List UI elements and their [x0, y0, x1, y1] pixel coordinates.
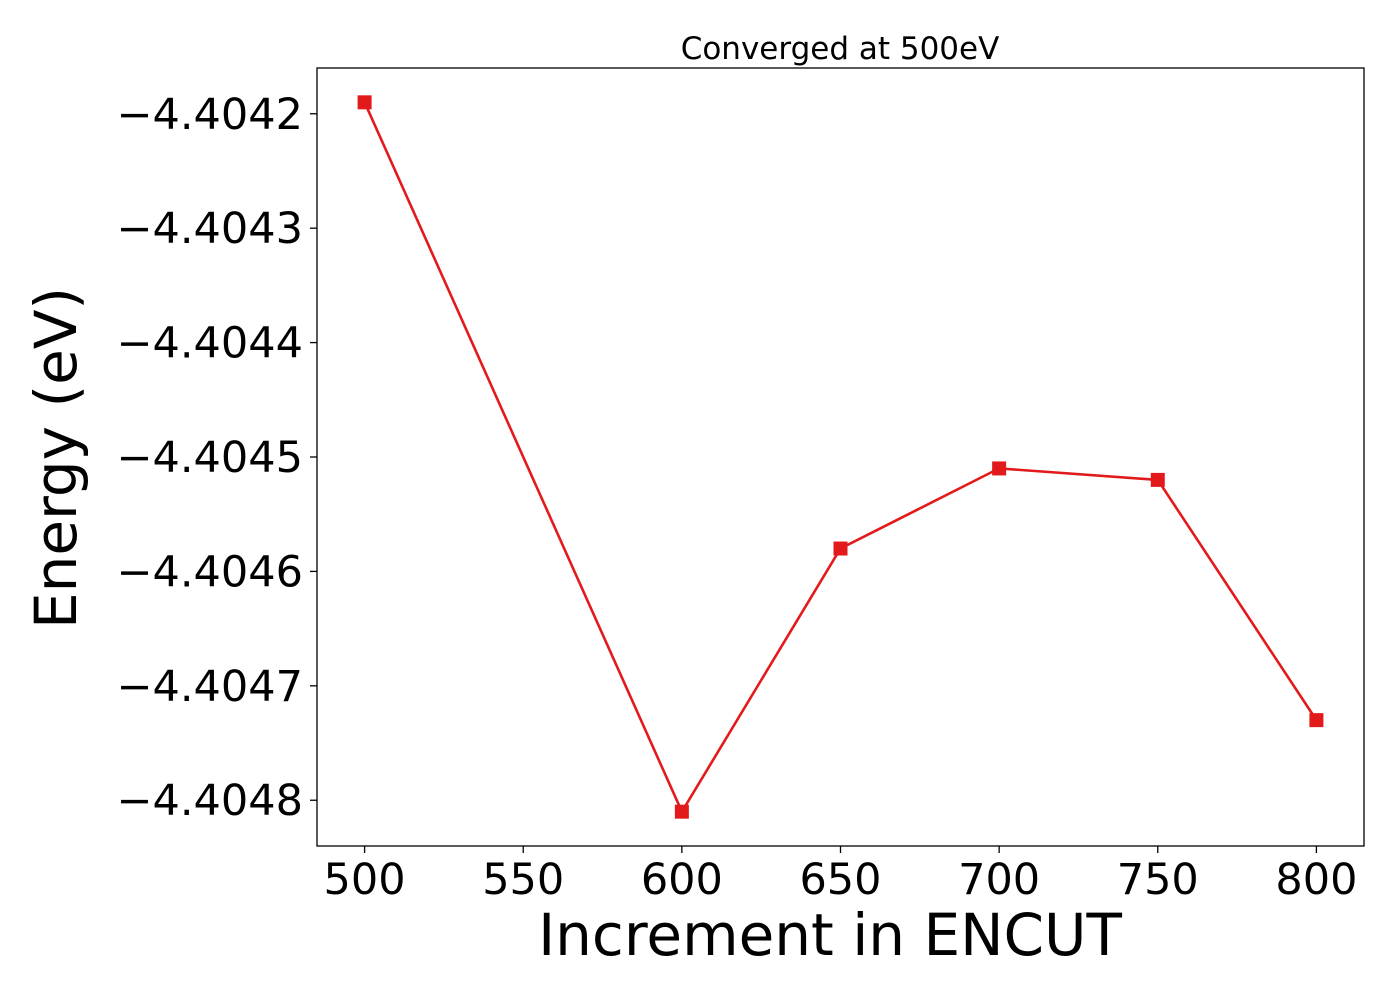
y-tick-label: −4.4048	[117, 776, 304, 826]
x-axis: 500 550 600 650 700 750 800	[324, 846, 1357, 905]
x-axis-label: Increment in ENCUT	[538, 901, 1122, 969]
series-line	[363, 101, 1318, 815]
data-point-marker	[357, 95, 372, 110]
series-layer	[357, 95, 1324, 819]
data-point-marker	[1150, 472, 1165, 487]
y-tick-label: −4.4044	[117, 319, 304, 369]
y-tick-label: −4.4045	[117, 433, 304, 483]
y-tick-label: −4.4046	[117, 547, 304, 597]
x-tick-label: 600	[641, 855, 723, 905]
plot-area	[316, 67, 1365, 847]
y-tick-label: −4.4042	[117, 90, 304, 140]
x-tick-label: 500	[324, 855, 406, 905]
y-axis-label: Energy (eV)	[22, 287, 90, 629]
x-tick-label: 700	[958, 855, 1040, 905]
y-axis: −4.4042 −4.4043 −4.4044 −4.4045 −4.4046 −4.40…	[117, 90, 317, 826]
chart-title: Converged at 500eV	[681, 31, 1000, 67]
x-tick-label: 800	[1275, 855, 1357, 905]
x-tick-label: 650	[799, 855, 881, 905]
y-tick-label: −4.4043	[117, 204, 304, 254]
data-point-marker	[674, 804, 689, 819]
data-point-marker	[992, 461, 1007, 476]
x-tick-label: 750	[1117, 855, 1199, 905]
data-point-marker	[1309, 713, 1324, 728]
data-point-marker	[833, 541, 848, 556]
y-tick-label: −4.4047	[117, 662, 304, 712]
x-tick-label: 550	[482, 855, 564, 905]
